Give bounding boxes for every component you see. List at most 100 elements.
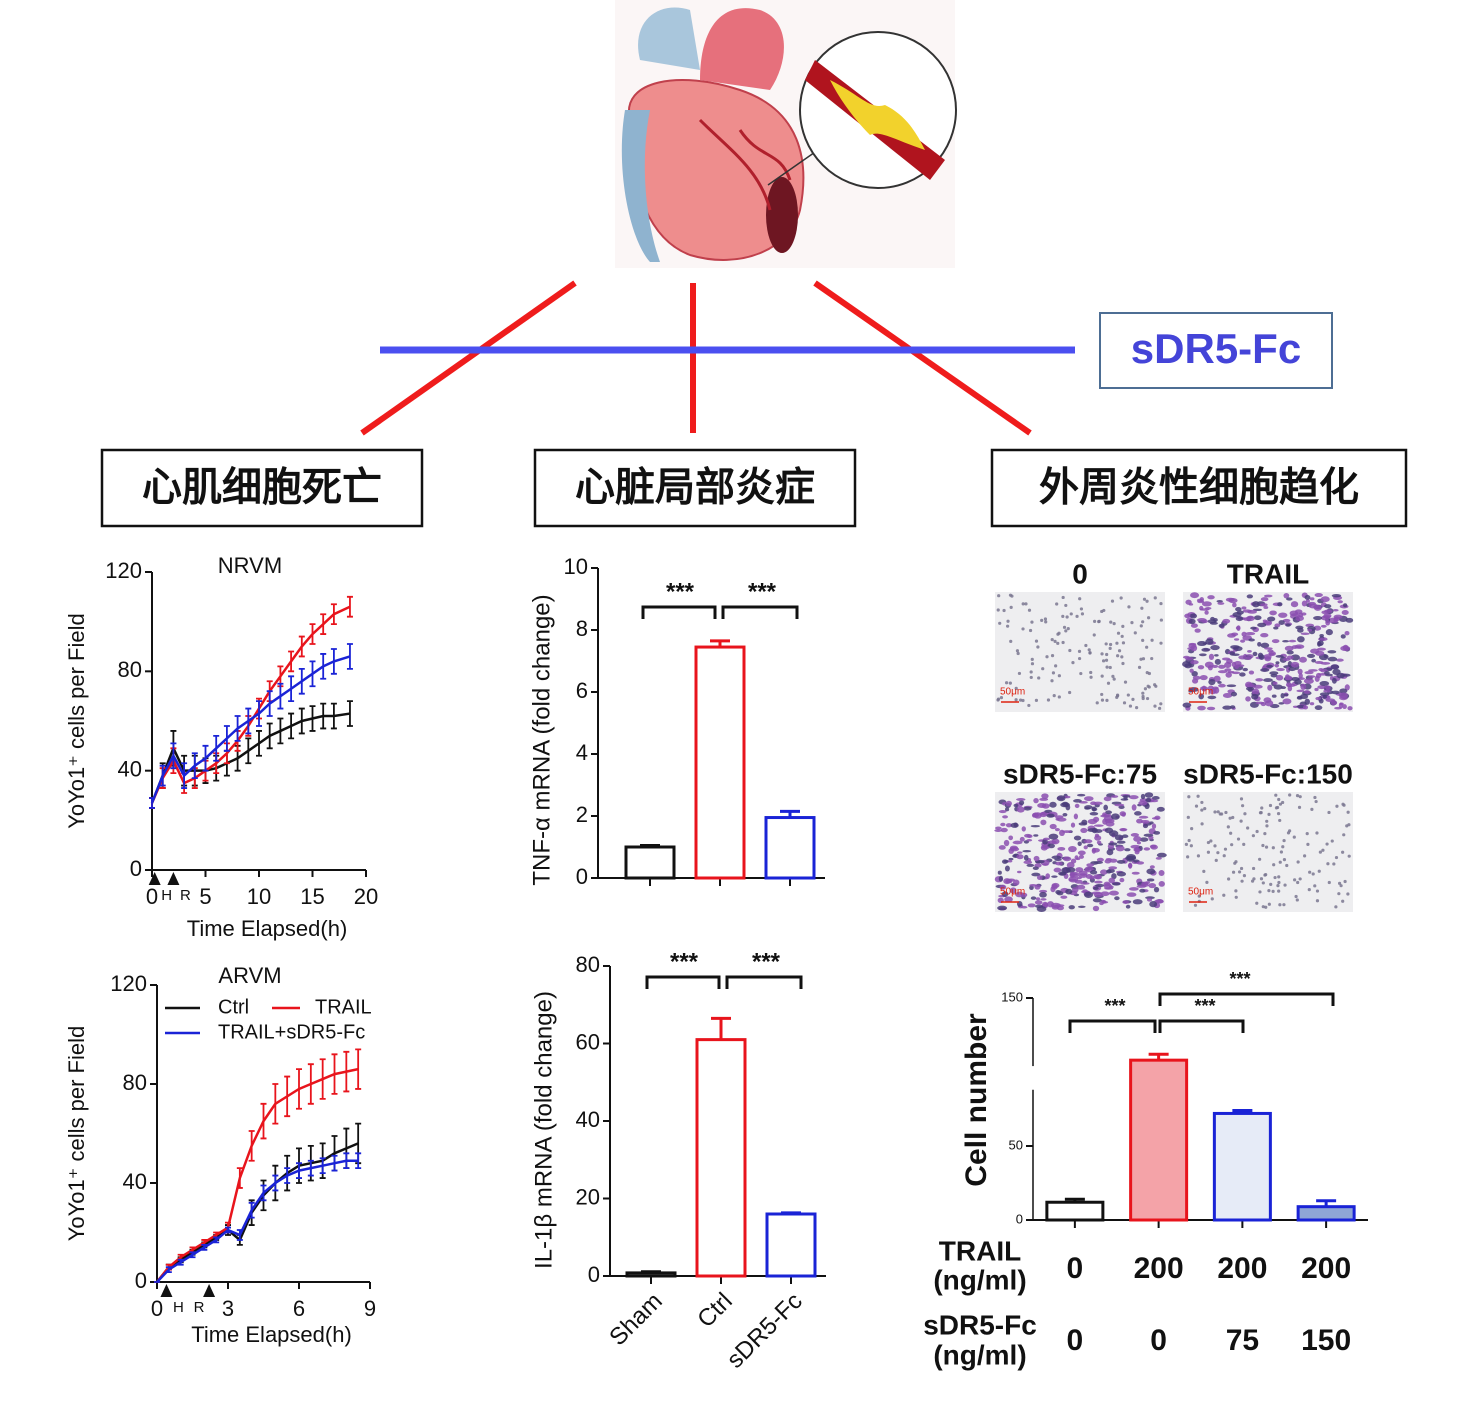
series-line — [150, 712, 351, 804]
cell — [1206, 850, 1211, 854]
cell — [1045, 655, 1049, 659]
cell — [1293, 878, 1297, 882]
cell — [1093, 892, 1103, 898]
marker-label: R — [194, 1299, 205, 1316]
cell — [1260, 806, 1264, 810]
cell — [1209, 621, 1218, 625]
cell — [1073, 799, 1082, 803]
cell — [1034, 698, 1039, 702]
cell — [1320, 596, 1330, 603]
cell — [1286, 650, 1294, 655]
cell — [1030, 620, 1034, 624]
condition-value: 200 — [1301, 1252, 1351, 1285]
cell — [1223, 847, 1228, 851]
cell — [1242, 617, 1252, 621]
cell — [1207, 685, 1214, 692]
cell — [1192, 678, 1199, 684]
cell — [1111, 795, 1119, 798]
cell — [1260, 668, 1270, 672]
cell — [1073, 813, 1079, 820]
cell — [1186, 855, 1190, 859]
cell — [1252, 651, 1258, 657]
cell — [997, 594, 1001, 598]
cell — [1048, 833, 1059, 840]
condition-label: (ng/ml) — [933, 1339, 1026, 1370]
cell — [1095, 883, 1105, 888]
cell — [1105, 652, 1109, 657]
cell — [1197, 665, 1205, 670]
x-tick-label: 0 — [146, 884, 158, 909]
cell — [1270, 673, 1278, 678]
cell — [1156, 806, 1165, 812]
cell — [1309, 597, 1315, 601]
cell — [1022, 849, 1032, 853]
cell — [1305, 599, 1310, 603]
cell — [1071, 660, 1075, 665]
cell — [1234, 638, 1240, 641]
cell — [1150, 638, 1154, 642]
y-tick-label: 10 — [564, 554, 588, 579]
cell — [1319, 692, 1330, 697]
header-box — [100, 448, 424, 528]
cell — [1029, 675, 1033, 680]
cell — [1146, 684, 1150, 688]
cell — [1331, 593, 1342, 598]
cell — [1268, 652, 1275, 656]
cell — [1124, 848, 1131, 852]
cell — [1263, 678, 1273, 683]
marker-label: H — [161, 887, 172, 904]
cell — [998, 875, 1004, 882]
cell — [1220, 812, 1224, 816]
cell — [1327, 880, 1331, 885]
cell — [1008, 835, 1014, 841]
cell — [1032, 866, 1039, 871]
micrograph: 50μm — [1182, 592, 1354, 712]
cell — [1294, 894, 1298, 899]
chart-title: ARVM — [218, 963, 281, 988]
cell — [1040, 819, 1047, 826]
cell — [1054, 664, 1058, 668]
cell — [1088, 651, 1092, 655]
cell — [1028, 628, 1033, 633]
cell — [1267, 812, 1271, 816]
cell — [1017, 671, 1022, 676]
cell — [1300, 632, 1310, 636]
cell — [1304, 671, 1314, 675]
y-tick-label: 0 — [1016, 1211, 1023, 1226]
cell — [1345, 824, 1349, 828]
cell — [1043, 837, 1051, 841]
cell — [1105, 810, 1113, 815]
cell — [1065, 888, 1073, 895]
cell — [1158, 706, 1162, 710]
cell — [1009, 605, 1013, 609]
cell — [1159, 702, 1163, 706]
cell — [1226, 825, 1230, 829]
bar — [624, 845, 676, 880]
condition-value: 200 — [1134, 1252, 1184, 1285]
cell — [1102, 608, 1106, 613]
significance-bracket — [1158, 1019, 1245, 1033]
cell — [1133, 847, 1141, 852]
cell — [1317, 869, 1321, 873]
cell — [1314, 675, 1320, 682]
cell — [1190, 645, 1198, 652]
panel-label: sDR5-Fc:75 — [1003, 758, 1157, 789]
bar — [694, 645, 746, 880]
cell — [1187, 795, 1191, 799]
plaque — [830, 80, 925, 150]
cell — [1138, 815, 1149, 819]
cell — [1108, 866, 1118, 870]
cell — [1218, 683, 1226, 688]
cell — [1153, 704, 1157, 708]
cell — [1136, 841, 1142, 845]
cell — [1274, 663, 1280, 668]
cell — [1282, 698, 1292, 705]
cell — [1290, 601, 1299, 608]
y-tick-label: 0 — [130, 856, 142, 881]
cell — [1064, 795, 1071, 799]
headers: 心肌细胞死亡 心脏局部炎症 外周炎性细胞趋化 — [100, 448, 1408, 528]
cell — [1184, 842, 1188, 846]
cell — [1109, 890, 1119, 896]
cell — [1018, 800, 1025, 806]
y-tick-label: 50 — [1009, 1137, 1023, 1152]
